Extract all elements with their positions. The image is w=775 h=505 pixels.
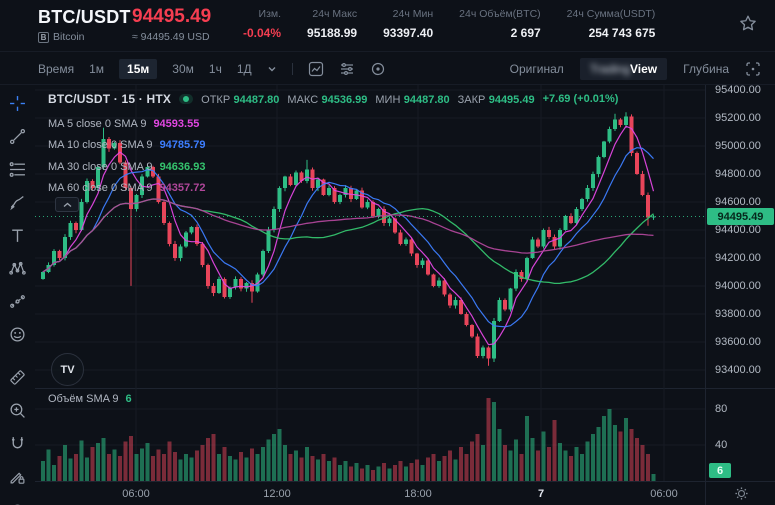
last-price: 94495.49 (132, 6, 212, 27)
timeframe-30м[interactable]: 30м (172, 61, 194, 76)
stat-turnover-24h: 24ч Сумма(USDT) 254 743 675 (566, 8, 656, 40)
bitcoin-icon: B (38, 31, 49, 43)
magnet-tool-icon[interactable] (9, 435, 26, 452)
timeframe-15м[interactable]: 15м (119, 58, 158, 79)
xabcd-pattern-tool-icon[interactable] (9, 260, 26, 277)
drawing-toolbar (0, 85, 35, 505)
timeframe-label: Время (38, 61, 75, 76)
tradingview-logo[interactable]: TV (51, 353, 84, 386)
collapse-legend-button[interactable] (55, 197, 79, 212)
tradingview-blurred-text: Trading (589, 61, 631, 76)
price-axis-label: 95200.00 (715, 111, 761, 124)
volume-sma-badge: 6 (709, 463, 731, 478)
ruler-tool-icon[interactable] (9, 369, 26, 386)
price-axis-label: 93800.00 (715, 307, 761, 320)
view-depth-tab[interactable]: Глубина (683, 61, 729, 76)
zoom-in-tool-icon[interactable] (9, 402, 26, 419)
time-axis-label: 12:00 (263, 488, 291, 500)
stat-high-24h: 24ч Макс 95188.99 (307, 8, 358, 40)
current-price-badge: 94495.49 (707, 208, 774, 226)
candlestick-chart-canvas[interactable] (35, 85, 705, 388)
price-axis-label: 93400.00 (715, 363, 761, 376)
time-axis-label: 06:00 (122, 488, 150, 500)
volume-axis-label: 80 (715, 403, 728, 415)
fib-retracement-tool-icon[interactable] (9, 161, 26, 178)
time-axis[interactable]: 06:00 12:00 18:00 7 06:00 (35, 481, 705, 505)
price-axis-label: 94000.00 (715, 279, 761, 292)
chart-type-icon[interactable] (308, 61, 324, 77)
topbar: BTC/USDT B Bitcoin 94495.49 ≈ 94495.49 U… (0, 0, 775, 52)
toolbar-divider (291, 62, 293, 75)
pair-block: BTC/USDT B Bitcoin (38, 7, 131, 43)
stat-volume-24h: 24ч Объём(BTC) 2 697 (459, 8, 541, 40)
coin-row: B Bitcoin (38, 31, 131, 43)
time-axis-label: 7 (537, 488, 545, 500)
view-original-tab[interactable]: Оригинал (509, 61, 564, 76)
axis-pane-divider (706, 388, 775, 389)
emoji-tool-icon[interactable] (9, 326, 26, 343)
view-switcher: Оригинал TradingView Глубина (510, 52, 761, 85)
more-tools-icon[interactable] (9, 501, 26, 505)
axis-settings-gear-icon[interactable] (734, 486, 749, 501)
timeframe-1Д[interactable]: 1Д (236, 61, 252, 76)
favorite-star-icon[interactable] (739, 14, 757, 32)
view-tradingview-tab[interactable]: TradingView (579, 57, 668, 80)
ticker-stats: Изм. -0.04% 24ч Макс 95188.99 24ч Мин 93397.4… (243, 8, 655, 40)
axis-corner (706, 481, 775, 505)
drawing-lock-icon[interactable] (9, 468, 26, 485)
time-axis-label: 06:00 (650, 488, 678, 500)
chart-shell: BTC/USDT · 15 · HTX ОТКР 94487.80 МАКС 9… (0, 83, 775, 505)
price-axis-label: 94400.00 (715, 223, 761, 236)
price-axis-label: 95400.00 (715, 83, 761, 96)
coin-name: Bitcoin (53, 31, 85, 43)
crosshair-tool-icon[interactable] (9, 95, 26, 112)
price-axis-label: 95000.00 (715, 139, 761, 152)
timeframe-1м[interactable]: 1м (89, 61, 105, 76)
chevron-down-icon[interactable] (267, 61, 277, 77)
price-axis-label: 93600.00 (715, 335, 761, 348)
usd-price: ≈ 94495.49 USD (132, 31, 210, 43)
price-axis[interactable]: 94495.49 6 95400.00 95200.00 95000.00 94800… (705, 83, 775, 505)
pane-divider[interactable] (35, 388, 705, 389)
price-axis-label: 94600.00 (715, 195, 761, 208)
timeframe-1ч[interactable]: 1ч (208, 61, 222, 76)
fullscreen-icon[interactable] (745, 61, 761, 77)
stat-low-24h: 24ч Мин 93397.40 (383, 8, 434, 40)
price-block: 94495.49 ≈ 94495.49 USD (132, 6, 211, 43)
text-tool-icon[interactable] (9, 227, 26, 244)
chart-main: BTC/USDT · 15 · HTX ОТКР 94487.80 МАКС 9… (35, 85, 705, 505)
time-axis-label: 18:00 (404, 488, 432, 500)
price-axis-label: 94800.00 (715, 167, 761, 180)
chart-settings-icon[interactable] (370, 61, 386, 77)
indicators-icon[interactable] (339, 61, 355, 77)
trend-line-tool-icon[interactable] (9, 128, 26, 145)
price-axis-label: 94200.00 (715, 251, 761, 264)
chart-toolbar: Время 1м 15м 30м 1ч 1Д (0, 52, 775, 85)
pair-title[interactable]: BTC/USDT (38, 7, 131, 27)
brush-tool-icon[interactable] (9, 194, 26, 211)
volume-chart-canvas[interactable] (35, 388, 705, 481)
stat-change-24h: Изм. -0.04% (243, 8, 282, 40)
forecast-tool-icon[interactable] (9, 293, 26, 310)
timeframe-group: Время 1м 15м 30м 1ч 1Д (38, 52, 386, 85)
volume-axis-label: 40 (715, 439, 728, 451)
